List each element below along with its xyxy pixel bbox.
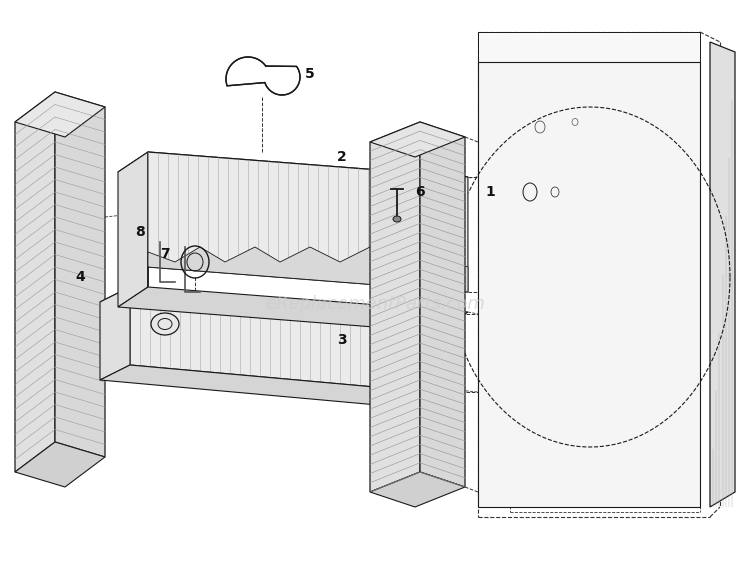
Text: 5: 5 xyxy=(305,67,315,81)
Polygon shape xyxy=(118,287,468,332)
Polygon shape xyxy=(370,122,465,157)
Ellipse shape xyxy=(393,216,401,222)
Polygon shape xyxy=(55,92,105,457)
Polygon shape xyxy=(15,92,55,472)
Polygon shape xyxy=(100,287,130,380)
Polygon shape xyxy=(15,92,105,137)
Polygon shape xyxy=(118,152,148,307)
Text: eReplacementParts.com: eReplacementParts.com xyxy=(265,295,485,313)
Polygon shape xyxy=(100,287,430,329)
Text: 6: 6 xyxy=(416,185,424,199)
Text: 2: 2 xyxy=(338,150,346,164)
Polygon shape xyxy=(130,287,430,392)
Polygon shape xyxy=(370,122,420,492)
Ellipse shape xyxy=(151,313,179,335)
Polygon shape xyxy=(100,365,430,407)
Polygon shape xyxy=(710,42,735,507)
Text: 8: 8 xyxy=(135,225,145,239)
Polygon shape xyxy=(478,62,700,507)
Polygon shape xyxy=(118,152,468,197)
Text: 3: 3 xyxy=(338,333,346,347)
Polygon shape xyxy=(148,152,468,292)
Polygon shape xyxy=(478,32,700,62)
Text: 4: 4 xyxy=(75,270,85,284)
Polygon shape xyxy=(420,122,465,487)
Text: 1: 1 xyxy=(485,185,495,199)
Polygon shape xyxy=(148,247,468,292)
Polygon shape xyxy=(226,57,300,95)
Text: 7: 7 xyxy=(160,247,170,261)
Polygon shape xyxy=(15,442,105,487)
Polygon shape xyxy=(370,472,465,507)
